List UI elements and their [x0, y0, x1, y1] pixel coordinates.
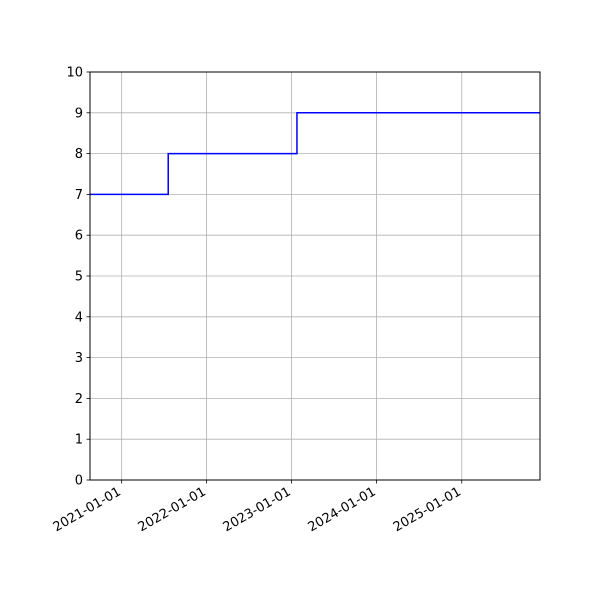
x-tick-label: 2021-01-01: [51, 484, 124, 535]
series-line: [90, 112, 540, 196]
x-tick-label: 2025-01-01: [391, 484, 464, 535]
y-axis: 0 1 2 3 4 5 6 7 8 9 10: [66, 66, 90, 489]
y-tick-label: 9: [75, 106, 83, 121]
x-tick-label: 2024-01-01: [306, 484, 379, 535]
grid: [90, 71, 540, 481]
y-tick-label: 1: [75, 433, 83, 448]
y-tick-label: 4: [75, 310, 83, 325]
y-tick-label: 8: [75, 147, 83, 162]
y-tick-label: 3: [75, 351, 83, 366]
series-layer: [90, 112, 540, 196]
y-tick-label: 2: [75, 392, 83, 407]
y-tick-label: 6: [75, 229, 83, 244]
y-tick-label: 5: [75, 270, 83, 285]
x-tick-label: 2022-01-01: [136, 484, 209, 535]
y-tick-label: 10: [66, 66, 83, 81]
x-tick-label: 2023-01-01: [221, 484, 294, 535]
y-tick-label: 7: [75, 188, 83, 203]
y-tick-label: 0: [75, 474, 83, 489]
x-axis: 2021-01-01 2022-01-01 2023-01-01 2024-01-01…: [51, 480, 464, 535]
